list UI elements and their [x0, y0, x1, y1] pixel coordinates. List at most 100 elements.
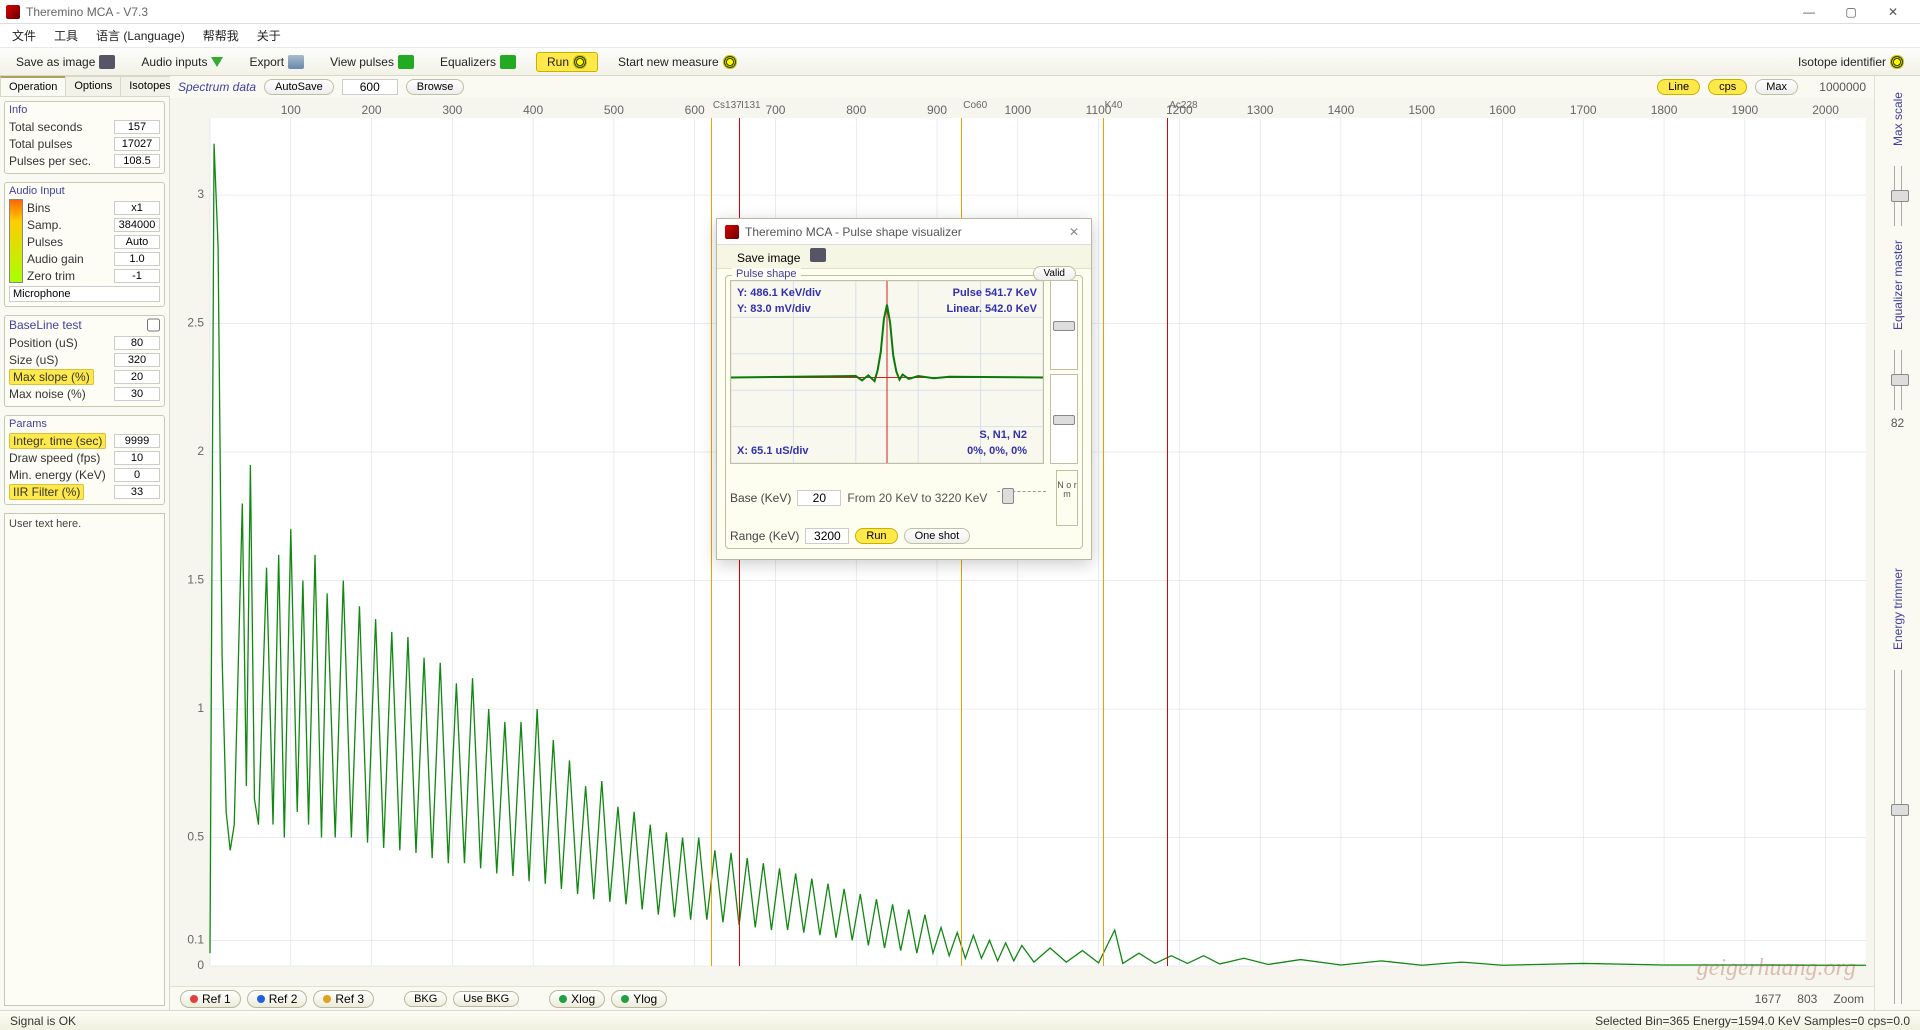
bkg-button[interactable]: BKG [404, 991, 447, 1007]
menu-about[interactable]: 关于 [257, 27, 281, 44]
view-pulses-button[interactable]: View pulses [324, 53, 420, 71]
user-text-area[interactable]: User text here. [4, 513, 165, 1006]
pulse-scope[interactable]: Y: 486.1 KeV/div Y: 83.0 mV/div Pulse 54… [730, 280, 1044, 464]
scope-linear: Linear. 542.0 KeV [947, 303, 1038, 315]
maximize-button[interactable]: ▢ [1830, 1, 1872, 23]
isotope-label: Ac228 [1169, 100, 1197, 111]
samp-input[interactable]: 384000 [114, 218, 160, 232]
pulses-input[interactable]: Auto [114, 235, 160, 249]
scope-pulse: Pulse 541.7 KeV [953, 287, 1037, 299]
norm-button[interactable]: N o r m [1056, 470, 1078, 526]
svg-text:1300: 1300 [1247, 103, 1274, 117]
bl-noise-input[interactable]: 30 [114, 387, 160, 401]
bl-size-label: Size (uS) [9, 353, 58, 367]
dialog-titlebar[interactable]: Theremino MCA - Pulse shape visualizer ✕ [717, 219, 1091, 245]
total-pulses-label: Total pulses [9, 137, 72, 151]
draw-label: Draw speed (fps) [9, 451, 100, 465]
tab-options[interactable]: Options [65, 76, 121, 96]
line-button[interactable]: Line [1657, 79, 1700, 95]
audio-inputs-button[interactable]: Audio inputs [135, 53, 229, 71]
audio-device-select[interactable]: Microphone [9, 286, 160, 302]
svg-text:1700: 1700 [1570, 103, 1597, 117]
scope-vslider-2[interactable] [1050, 374, 1078, 464]
popup-run-button[interactable]: Run [855, 528, 897, 544]
svg-text:500: 500 [604, 103, 624, 117]
xlog-button[interactable]: Xlog [549, 990, 605, 1008]
integr-input[interactable]: 9999 [114, 434, 160, 448]
range-input[interactable] [805, 528, 849, 544]
svg-text:900: 900 [927, 103, 947, 117]
toolbar: Save as image Audio inputs Export View p… [0, 48, 1920, 76]
cps-button[interactable]: cps [1708, 79, 1747, 95]
bl-size-input[interactable]: 320 [114, 353, 160, 367]
scope-y2: Y: 83.0 mV/div [737, 303, 811, 315]
status-left: Signal is OK [10, 1014, 76, 1028]
arrow-down-green-icon [211, 57, 223, 67]
bins-input[interactable]: x1 [114, 201, 160, 215]
use-bkg-button[interactable]: Use BKG [453, 991, 519, 1007]
export-button[interactable]: Export [243, 53, 310, 71]
menu-file[interactable]: 文件 [12, 27, 36, 44]
minimize-button[interactable]: — [1788, 1, 1830, 23]
pulse-shape-box: Pulse shape Valid Y: 486.1 KeV/div Y: 83… [725, 275, 1083, 549]
menu-tools[interactable]: 工具 [54, 27, 78, 44]
maxscale-label: Max scale [1891, 92, 1905, 146]
zero-label: Zero trim [27, 269, 75, 283]
bl-pos-input[interactable]: 80 [114, 336, 160, 350]
menu-help[interactable]: 帮帮我 [203, 27, 239, 44]
min-input[interactable]: 0 [114, 468, 160, 482]
tab-operation[interactable]: Operation [0, 76, 66, 96]
menu-language[interactable]: 语言 (Language) [96, 27, 185, 44]
dialog-save-image-button[interactable]: Save image [725, 249, 832, 267]
valid-button[interactable]: Valid [1033, 266, 1077, 281]
bins-label: Bins [27, 201, 50, 215]
ylog-button[interactable]: Ylog [611, 990, 667, 1008]
autosave-value-input[interactable] [342, 79, 398, 95]
min-label: Min. energy (KeV) [9, 468, 106, 482]
close-button[interactable]: ✕ [1872, 1, 1914, 23]
total-pulses-value: 17027 [114, 137, 160, 151]
ref3-button[interactable]: Ref 3 [313, 990, 374, 1008]
draw-input[interactable]: 10 [114, 451, 160, 465]
base-input[interactable] [797, 490, 841, 506]
zero-input[interactable]: -1 [114, 269, 160, 283]
iir-input[interactable]: 33 [114, 485, 160, 499]
isotope-label: Co60 [963, 100, 987, 111]
scope-s-lbl: S, N1, N2 [979, 429, 1027, 441]
bl-slope-input[interactable]: 20 [114, 370, 160, 384]
baseline-test-checkbox[interactable] [147, 318, 160, 332]
start-new-measure-button[interactable]: Start new measure [612, 53, 743, 71]
svg-text:2000: 2000 [1812, 103, 1839, 117]
svg-text:700: 700 [765, 103, 785, 117]
svg-text:1: 1 [197, 701, 204, 715]
scope-s-val: 0%, 0%, 0% [967, 445, 1027, 457]
one-shot-button[interactable]: One shot [904, 528, 971, 544]
range-hslider[interactable] [997, 491, 1046, 505]
equalizers-button[interactable]: Equalizers [434, 53, 522, 71]
eqmaster-slider[interactable] [1894, 350, 1902, 410]
scope-vslider-1[interactable] [1050, 280, 1078, 370]
base-label: Base (KeV) [730, 491, 791, 505]
baseline-group: BaseLine test Position (uS)80 Size (uS)3… [4, 315, 165, 407]
autosave-button[interactable]: AutoSave [264, 79, 334, 95]
gain-input[interactable]: 1.0 [114, 252, 160, 266]
pulse-shape-title: Pulse shape [732, 268, 801, 280]
zoom-label: Zoom [1833, 992, 1864, 1006]
iir-label: IIR Filter (%) [9, 484, 84, 500]
scope-y1: Y: 486.1 KeV/div [737, 287, 821, 299]
svg-text:2.5: 2.5 [187, 316, 204, 330]
max-button[interactable]: Max [1755, 79, 1798, 95]
etrimmer-slider[interactable] [1894, 670, 1902, 1004]
run-button[interactable]: Run [536, 52, 598, 72]
isotope-line [1167, 118, 1168, 966]
maxscale-slider[interactable] [1894, 166, 1902, 226]
audio-input-group: Audio Input Binsx1 Samp.384000 PulsesAut… [4, 182, 165, 307]
isotope-identifier-button[interactable]: Isotope identifier [1792, 53, 1910, 71]
ref1-button[interactable]: Ref 1 [180, 990, 241, 1008]
range-label: Range (KeV) [730, 529, 799, 543]
browse-button[interactable]: Browse [406, 79, 465, 95]
right-panel: Max scale Equalizer master 82 Energy tri… [1874, 76, 1920, 1010]
ref2-button[interactable]: Ref 2 [247, 990, 308, 1008]
dialog-close-button[interactable]: ✕ [1065, 225, 1083, 239]
save-as-image-button[interactable]: Save as image [10, 53, 121, 71]
